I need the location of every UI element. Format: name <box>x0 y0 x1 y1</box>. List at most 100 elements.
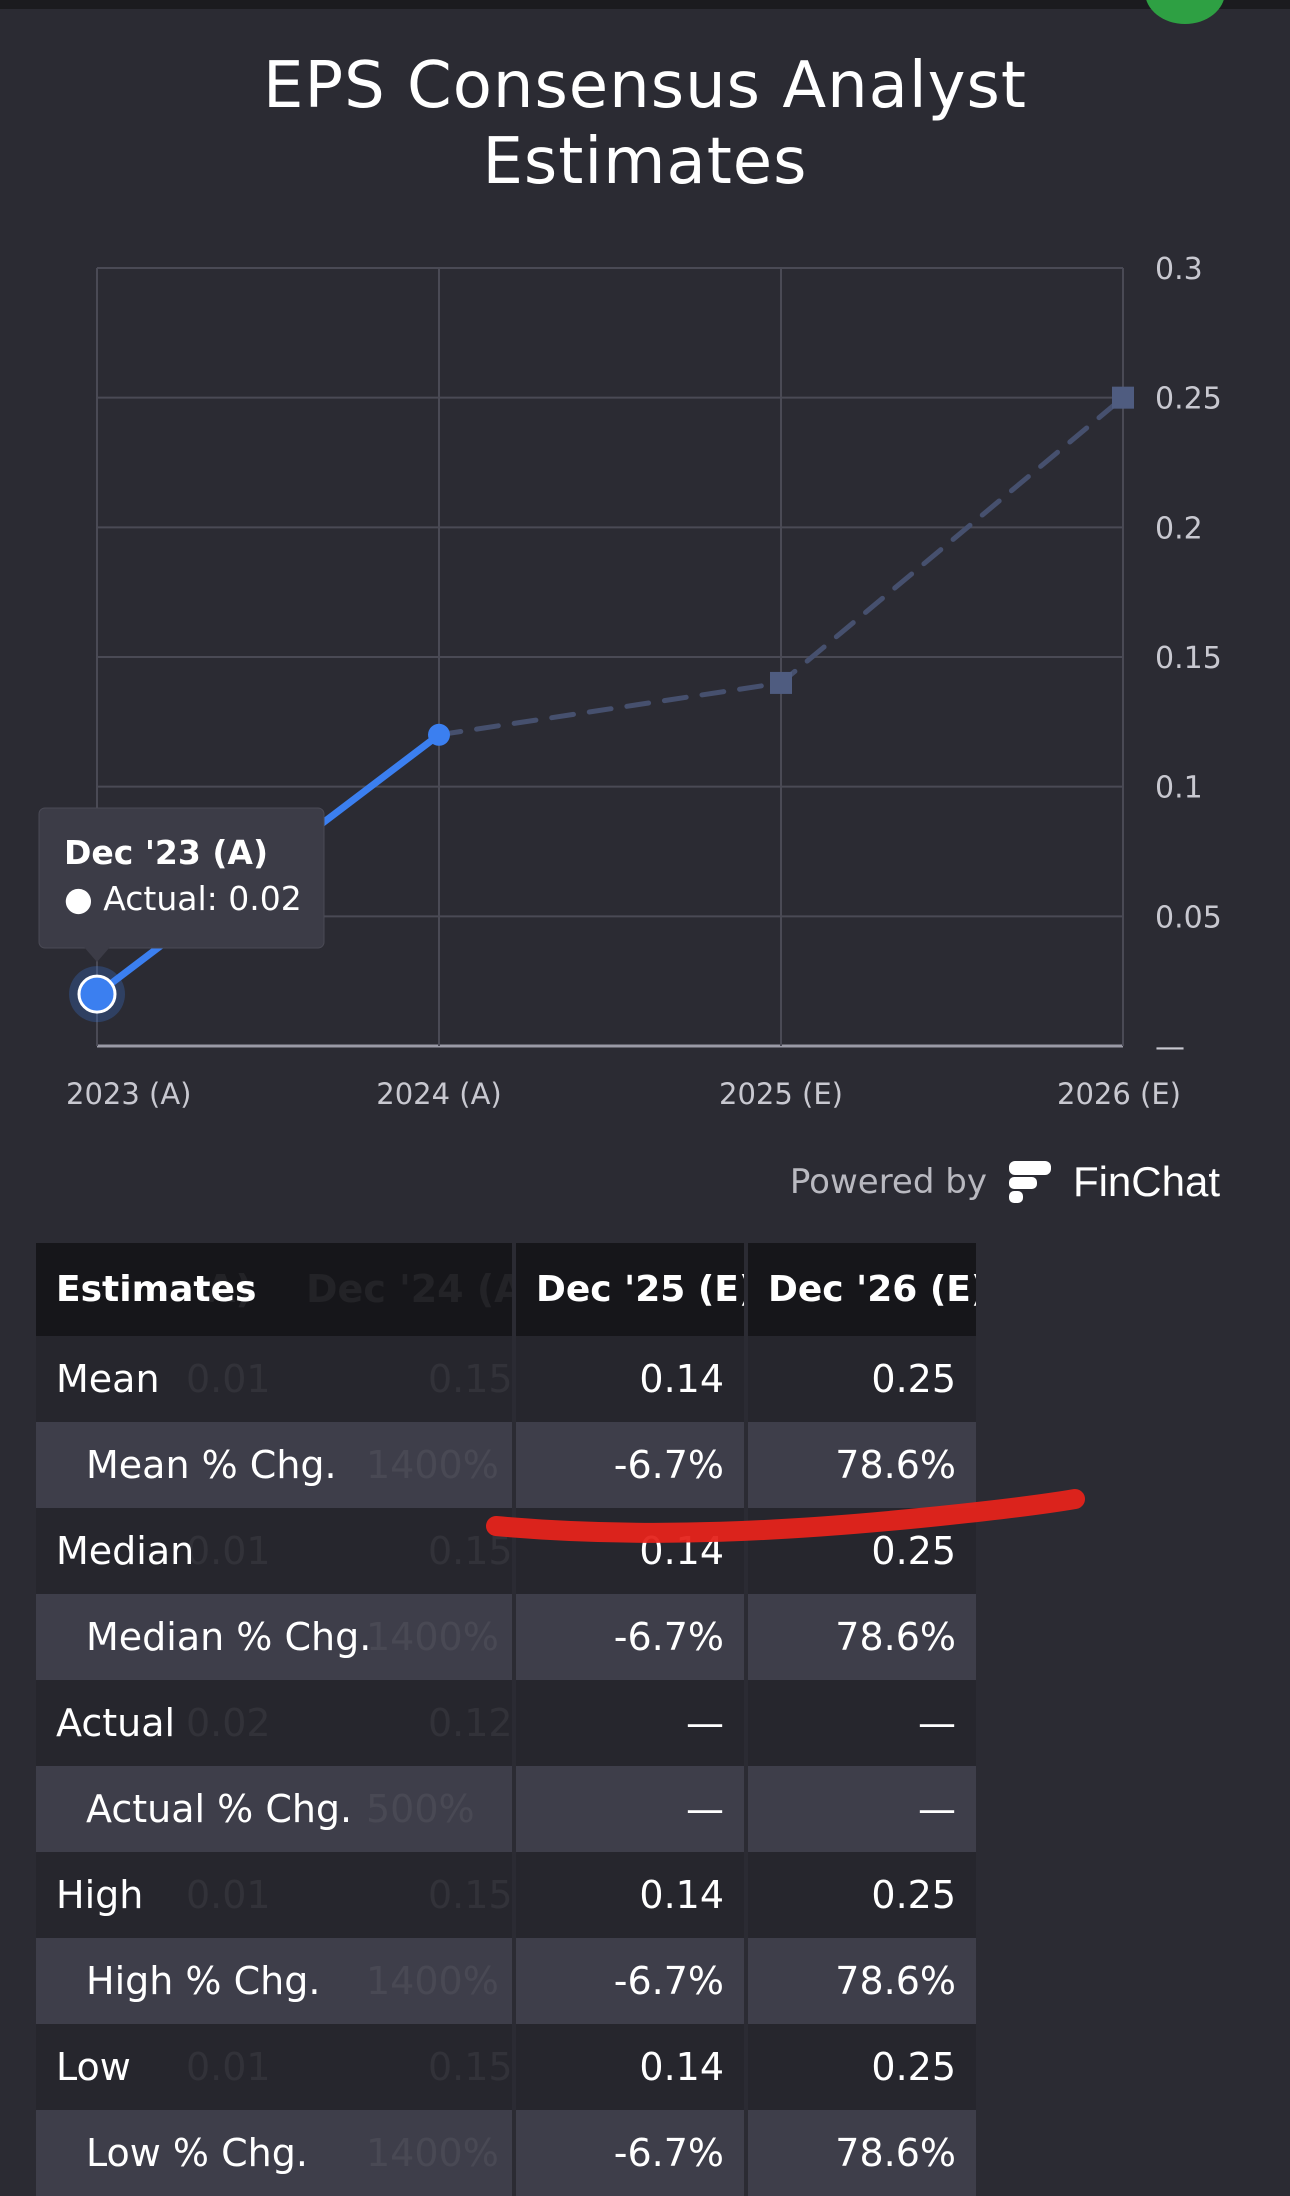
y-tick-label: 0.05 <box>1155 900 1222 935</box>
row-label: Median 0.01 0.15 <box>36 1508 512 1594</box>
cell-dec-25: -6.7% <box>512 1938 744 2024</box>
hidden-cell: 0.01 <box>186 1357 271 1401</box>
row-label-text: Median % Chg. <box>86 1615 372 1659</box>
tooltip-text: ● Actual: 0.02 <box>64 879 302 918</box>
hidden-cell: 500% <box>366 1787 475 1831</box>
cell-dec-25: -6.7% <box>512 1594 744 1680</box>
row-label-text: Mean % Chg. <box>86 1443 337 1487</box>
table-row: Mean % Chg. 1400% -6.7% 78.6% <box>36 1422 976 1508</box>
y-tick-label: 0.15 <box>1155 641 1222 676</box>
row-label-text: High % Chg. <box>86 1959 321 2003</box>
row-label: Median % Chg. 1400% <box>36 1594 512 1680</box>
hidden-cell: 1400% <box>366 1959 499 2003</box>
row-label: Mean % Chg. 1400% <box>36 1422 512 1508</box>
y-tick-label: 0.2 <box>1155 511 1203 546</box>
x-tick-label: 2026 (E) <box>1057 1077 1181 1111</box>
cell-dec-26: 78.6% <box>744 1594 976 1680</box>
tooltip-pointer <box>84 947 110 962</box>
row-label: High 0.01 0.15 <box>36 1852 512 1938</box>
cell-dec-25: 0.14 <box>512 2024 744 2110</box>
estimate-point[interactable] <box>1112 386 1134 409</box>
brand-name: FinChat <box>1072 1158 1220 1205</box>
y-tick-label: 0.3 <box>1155 252 1203 287</box>
row-label-text: Low % Chg. <box>86 2131 308 2175</box>
row-label: Actual 0.02 0.12 <box>36 1680 512 1766</box>
hidden-cell: 1400% <box>366 1443 499 1487</box>
cell-dec-26: 0.25 <box>744 1852 976 1938</box>
header-dec-26[interactable]: Dec '26 (E) <box>744 1243 976 1336</box>
cell-dec-25: 0.14 <box>512 1508 744 1594</box>
cell-dec-25: -6.7% <box>512 2110 744 2196</box>
hidden-cell: 0.15 <box>428 1357 512 1401</box>
row-label: Low % Chg. 1400% <box>36 2110 512 2196</box>
table-row: High % Chg. 1400% -6.7% 78.6% <box>36 1938 976 2024</box>
eps-line-chart[interactable]: 0.30.250.20.150.10.05— 2023 (A) 2024 (A) 2… <box>0 230 1290 1120</box>
hidden-cell: 1400% <box>366 1615 499 1659</box>
tooltip-title: Dec '23 (A) <box>64 833 268 872</box>
hidden-cell: 0.15 <box>428 1873 512 1917</box>
header-label: Estimates <box>56 1269 257 1310</box>
cell-dec-25: — <box>512 1766 744 1852</box>
table-row: Mean 0.01 0.15 0.14 0.25 <box>36 1336 976 1422</box>
row-label-text: High <box>56 1873 144 1917</box>
cell-dec-26: 0.25 <box>744 2024 976 2110</box>
hidden-cell: 1400% <box>366 2131 499 2175</box>
y-axis-ticks: 0.3 0.25 0.2 0.15 0.1 0.05 — <box>1155 252 1222 1065</box>
header-dec-25[interactable]: Dec '25 (E) <box>512 1243 744 1336</box>
tooltip-box <box>38 807 325 949</box>
table-row: Median 0.01 0.15 0.14 0.25 <box>36 1508 976 1594</box>
table-row: Low 0.01 0.15 0.14 0.25 <box>36 2024 976 2110</box>
hidden-cell: 0.01 <box>186 2045 271 2089</box>
hidden-cell: 0.15 <box>428 2045 512 2089</box>
cell-dec-26: 0.25 <box>744 1508 976 1594</box>
row-label-text: Actual % Chg. <box>86 1787 353 1831</box>
x-tick-label: 2024 (A) <box>376 1077 502 1111</box>
status-dot <box>1145 0 1225 24</box>
y-tick-label: 0.25 <box>1155 382 1222 417</box>
chart-series <box>69 386 1134 1023</box>
table-header-row: Estimates A) Dec '24 (A) Dec '25 (E) Dec… <box>36 1243 976 1336</box>
table-row: Median % Chg. 1400% -6.7% 78.6% <box>36 1594 976 1680</box>
powered-by-label: Powered by <box>789 1162 987 1202</box>
chart-title-line-1: EPS Consensus Analyst <box>263 49 1027 123</box>
chart-title-line-2: Estimates <box>482 125 808 199</box>
cell-dec-26: 78.6% <box>744 1938 976 2024</box>
x-tick-label: 2023 (A) <box>66 1077 192 1111</box>
finchat-logo-icon <box>1008 1161 1051 1203</box>
hidden-cell: 0.02 <box>186 1701 271 1745</box>
top-bar <box>0 0 1290 9</box>
hidden-cell: 0.01 <box>186 1529 271 1573</box>
chart-title: EPS Consensus Analyst Estimates <box>0 48 1290 200</box>
estimates-table: Estimates A) Dec '24 (A) Dec '25 (E) Dec… <box>36 1243 976 2196</box>
x-axis-ticks: 2023 (A) 2024 (A) 2025 (E) 2026 (E) <box>66 1077 1181 1111</box>
cell-dec-26: 78.6% <box>744 2110 976 2196</box>
cell-dec-25: -6.7% <box>512 1422 744 1508</box>
hidden-header: A) <box>206 1267 253 1311</box>
row-label: High % Chg. 1400% <box>36 1938 512 2024</box>
hidden-cell: 0.01 <box>186 1873 271 1917</box>
cell-dec-26: — <box>744 1680 976 1766</box>
row-label: Mean 0.01 0.15 <box>36 1336 512 1422</box>
actual-point-selected[interactable] <box>77 974 117 1014</box>
cell-dec-26: 0.25 <box>744 1336 976 1422</box>
chart-tooltip: Dec '23 (A) ● Actual: 0.02 <box>38 807 325 962</box>
table-row: Low % Chg. 1400% -6.7% 78.6% <box>36 2110 976 2196</box>
row-label: Actual % Chg. 500% <box>36 1766 512 1852</box>
row-label: Low 0.01 0.15 <box>36 2024 512 2110</box>
row-label-text: Low <box>56 2045 131 2089</box>
cell-dec-25: — <box>512 1680 744 1766</box>
cell-dec-26: 78.6% <box>744 1422 976 1508</box>
actual-point[interactable] <box>428 723 450 746</box>
cell-dec-25: 0.14 <box>512 1336 744 1422</box>
table-row: High 0.01 0.15 0.14 0.25 <box>36 1852 976 1938</box>
table-row: Actual 0.02 0.12— — <box>36 1680 976 1766</box>
row-label-text: Mean <box>56 1357 160 1401</box>
cell-dec-26: — <box>744 1766 976 1852</box>
y-tick-label: — <box>1155 1030 1185 1065</box>
hidden-cell: 0.15 <box>428 1529 512 1573</box>
cell-dec-25: 0.14 <box>512 1852 744 1938</box>
row-label-text: Actual <box>56 1701 176 1745</box>
powered-by[interactable]: Powered by FinChat <box>790 1152 1220 1212</box>
row-label-text: Median <box>56 1529 195 1573</box>
estimate-point[interactable] <box>770 671 792 694</box>
